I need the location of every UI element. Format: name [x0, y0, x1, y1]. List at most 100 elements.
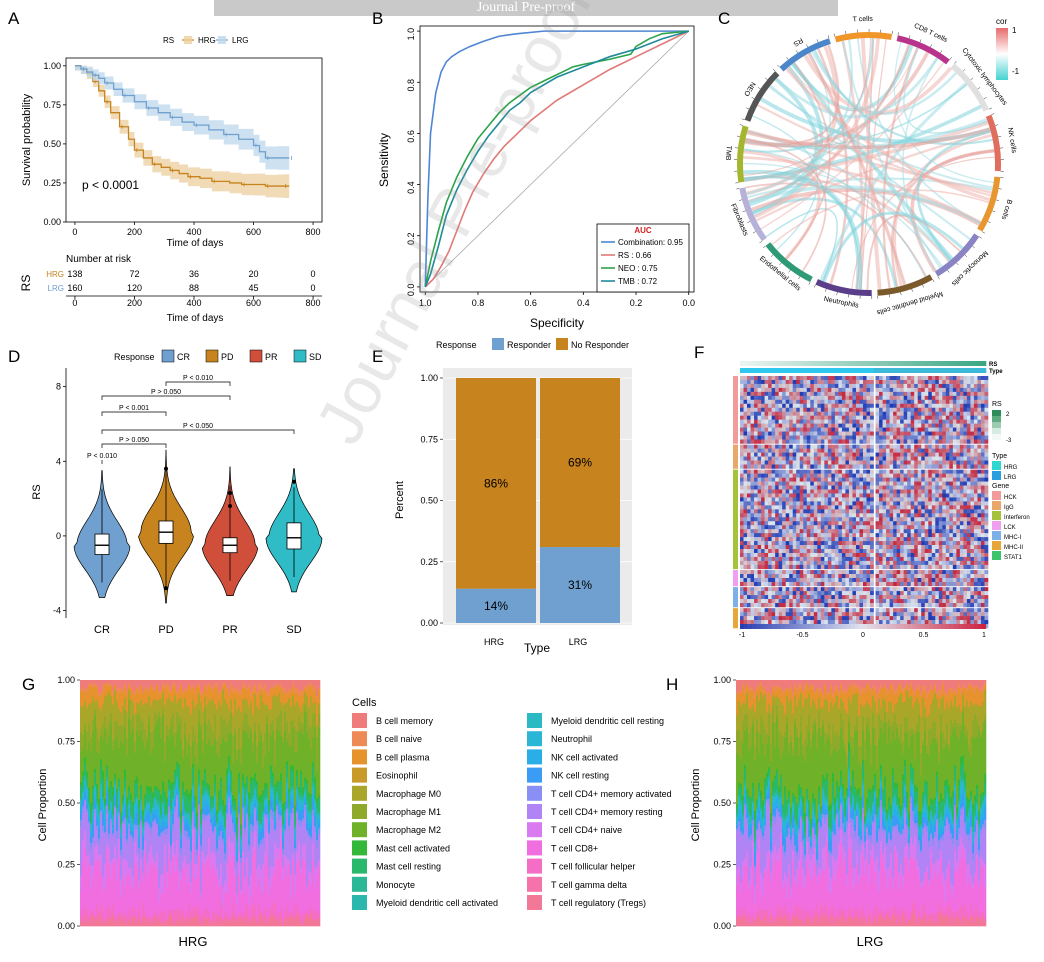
heatmap-cell: [775, 376, 779, 381]
heatmap-cell: [838, 411, 843, 416]
heatmap-cell: [757, 407, 762, 413]
heatmap-cell: [810, 423, 815, 428]
heatmap-cell: [977, 549, 982, 554]
heatmap-cell: [938, 581, 943, 587]
heatmap-cell: [903, 497, 908, 502]
heatmap-cell: [810, 469, 815, 474]
heatmap-cell: [949, 533, 954, 538]
heatmap-cell: [889, 419, 894, 424]
heatmap-cell: [900, 595, 904, 600]
heatmap-cell: [980, 469, 985, 474]
heatmap-cell: [914, 395, 919, 401]
heatmap-cell: [935, 577, 940, 583]
heatmap-cell: [792, 473, 797, 478]
heatmap-cell: [855, 497, 860, 502]
heatmap-cell: [942, 517, 947, 522]
heatmap-cell: [889, 387, 894, 393]
heatmap-cell: [959, 407, 964, 413]
heatmap-cell: [810, 591, 815, 596]
heatmap-cell: [848, 616, 853, 621]
heatmap-cell: [754, 383, 758, 389]
heatmap-cell: [903, 493, 908, 498]
heatmap-cell: [750, 612, 755, 617]
heatmap-cell: [917, 525, 922, 530]
heatmap-cell: [810, 403, 815, 409]
heatmap-cell: [838, 521, 843, 526]
heatmap-cell: [893, 570, 897, 575]
heatmap-cell: [796, 435, 801, 440]
heatmap-cell: [896, 403, 901, 409]
heatmap-cell: [799, 411, 804, 416]
heatmap-cell: [863, 513, 867, 518]
heatmap-cell: [882, 616, 887, 621]
heatmap-cell: [977, 602, 982, 608]
heatmap-cell: [959, 616, 964, 621]
heatmap-cell: [889, 464, 894, 469]
bar-responder-LRG: [540, 547, 620, 623]
heatmap-cell: [845, 612, 850, 617]
heatmap-cell: [938, 399, 943, 405]
heatmap-cell: [966, 395, 971, 401]
heatmap-cell: [875, 395, 880, 401]
heatmap-cell: [866, 517, 871, 522]
heatmap-cell: [959, 411, 964, 416]
heatmap-cell: [910, 517, 915, 522]
heatmap-cell: [834, 403, 839, 409]
heatmap-cell: [750, 473, 755, 478]
heatmap-cell: [838, 602, 843, 608]
heatmap-cell: [910, 403, 915, 409]
heatmap-cell: [855, 456, 860, 461]
y-tick-label: 0.00: [43, 217, 61, 227]
heatmap-cell: [886, 391, 890, 397]
heatmap-cell: [956, 383, 961, 389]
heatmap-cell: [907, 411, 911, 416]
heatmap-cell: [924, 616, 929, 621]
gene-annotation-cell: [733, 497, 738, 502]
heatmap-cell: [806, 379, 811, 385]
annotation-type-cell: [947, 368, 952, 373]
heatmap-cell: [852, 391, 857, 397]
heatmap-cell: [863, 577, 867, 583]
heatmap-cell: [866, 489, 871, 494]
heatmap-cell: [838, 469, 843, 474]
heatmap-cell: [834, 427, 839, 432]
heatmap-cell: [959, 608, 964, 613]
heatmap-cell: [910, 481, 915, 486]
heatmap-cell: [757, 552, 762, 558]
heatmap-cell: [827, 570, 832, 575]
heatmap-cell: [893, 485, 897, 490]
heatmap-cell: [875, 493, 880, 498]
heatmap-cell: [740, 435, 744, 440]
annotation-type-cell: [891, 368, 895, 373]
heatmap-cell: [824, 537, 829, 542]
heatmap-cell: [931, 529, 936, 534]
heatmap-cell: [764, 403, 769, 409]
heatmap-cell: [827, 469, 832, 474]
heatmap-cell: [743, 407, 748, 413]
legend-title: Response: [114, 352, 155, 362]
heatmap-cell: [942, 525, 947, 530]
heatmap-cell: [924, 415, 929, 420]
heatmap-cell: [761, 595, 765, 600]
heatmap-cell: [907, 448, 911, 453]
heatmap-cell: [980, 587, 985, 592]
heatmap-cell: [949, 383, 954, 389]
heatmap-cell: [903, 541, 908, 546]
heatmap-cell: [841, 403, 846, 409]
heatmap-cell: [984, 624, 989, 629]
heatmap-cell: [866, 395, 871, 401]
heatmap-cell: [917, 403, 922, 409]
heatmap-cell: [921, 581, 926, 587]
heatmap-cell: [831, 587, 836, 592]
heatmap-cell: [859, 599, 864, 604]
heatmap-cell: [810, 407, 815, 413]
heatmap-cell: [910, 399, 915, 405]
heatmap-cell: [956, 570, 961, 575]
heatmap-cell: [924, 501, 929, 506]
heatmap-cell: [956, 395, 961, 401]
heatmap-cell: [866, 612, 871, 617]
heatmap-cell: [855, 376, 860, 381]
heatmap-cell: [924, 493, 929, 498]
heatmap-cell: [771, 505, 776, 510]
heatmap-cell: [945, 533, 950, 538]
